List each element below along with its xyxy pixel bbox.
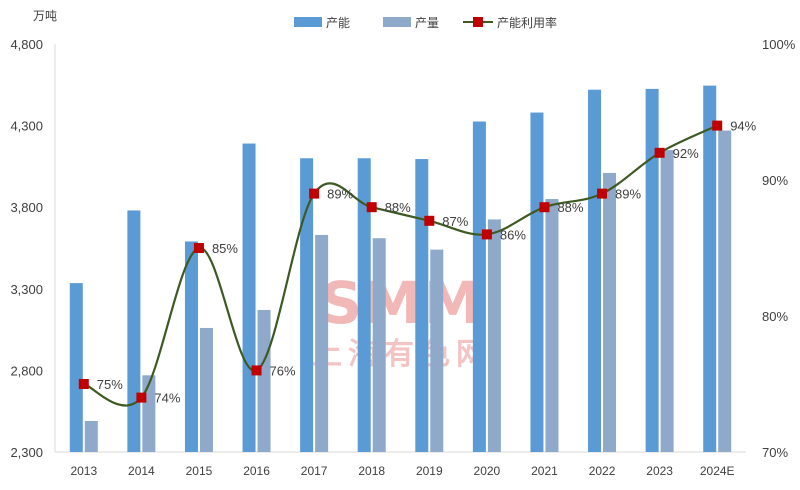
y-left-tick-label: 4,300	[10, 119, 43, 134]
y-left-tick-label: 3,300	[10, 282, 43, 297]
x-tick-label: 2016	[243, 464, 270, 478]
utilization-data-label: 85%	[212, 241, 238, 256]
utilization-data-label: 86%	[500, 227, 526, 242]
utilization-marker	[539, 202, 550, 213]
utilization-line-group: 75% 74% 85% 76% 89% 88% 87% 86% 88% 89% 92% 94%	[78, 119, 757, 407]
bar-capacity	[472, 121, 486, 453]
y-left-tick-label: 4,800	[10, 37, 43, 52]
bar-output	[718, 130, 732, 452]
x-tick-label: 2021	[531, 464, 558, 478]
x-tick-label: 2018	[358, 464, 385, 478]
bar-output	[430, 249, 444, 452]
x-tick-label: 2020	[474, 464, 501, 478]
x-tick-label: 2024E	[700, 464, 735, 478]
utilization-marker	[78, 379, 89, 389]
utilization-data-label: 89%	[615, 187, 641, 202]
utilization-data-label: 94%	[730, 119, 756, 134]
x-tick-label: 2017	[301, 464, 328, 478]
y-left-tick-label: 3,800	[10, 200, 43, 215]
y-right-tick-label: 90%	[762, 173, 788, 188]
utilization-data-label: 74%	[154, 391, 180, 406]
x-ticks: 2013 2014 2015 2016 2017 2018 2019 2020 2021 2022…	[70, 464, 734, 478]
utilization-marker	[654, 147, 665, 158]
utilization-marker	[136, 392, 147, 403]
bar-output	[84, 420, 98, 452]
y-right-ticks: 70% 80% 90% 100%	[762, 37, 796, 460]
bar-output	[603, 172, 617, 453]
x-tick-label: 2023	[646, 464, 673, 478]
bar-capacity	[588, 89, 602, 453]
bar-capacity	[645, 88, 659, 452]
x-tick-label: 2014	[128, 464, 155, 478]
x-tick-label: 2015	[186, 464, 213, 478]
x-tick-label: 2019	[416, 464, 443, 478]
utilization-marker	[597, 188, 608, 199]
x-tick-label: 2022	[589, 464, 616, 478]
watermark-text: 上海有色网	[312, 337, 492, 372]
y-left-tick-label: 2,300	[10, 445, 43, 460]
bar-output	[257, 310, 271, 452]
legend-label-utilization: 产能利用率	[497, 15, 557, 30]
bar-capacity	[530, 112, 544, 452]
utilization-marker	[366, 202, 377, 213]
bar-capacity	[415, 159, 429, 452]
y-right-tick-label: 80%	[762, 309, 788, 324]
utilization-marker	[424, 215, 435, 226]
utilization-marker	[251, 365, 262, 376]
utilization-data-label: 75%	[97, 377, 123, 392]
bar-output	[545, 199, 559, 452]
utilization-marker	[193, 243, 204, 253]
legend-label-output: 产量	[415, 16, 439, 30]
bar-output	[372, 238, 386, 452]
x-tick-label: 2013	[70, 464, 97, 478]
watermark-logo: SMM	[320, 269, 483, 337]
utilization-marker	[309, 188, 320, 199]
bars-group	[69, 85, 732, 453]
y-axis-unit: 万吨	[33, 9, 57, 23]
bar-output	[315, 234, 329, 452]
bar-capacity	[184, 241, 198, 452]
utilization-marker	[712, 120, 723, 131]
y-left-ticks: 2,300 2,800 3,300 3,800 4,300 4,800	[10, 37, 43, 460]
bar-output	[199, 327, 213, 452]
utilization-data-label: 87%	[442, 214, 468, 229]
utilization-data-label: 88%	[557, 200, 583, 215]
legend-swatch-capacity	[294, 17, 322, 27]
utilization-data-label: 88%	[385, 200, 411, 215]
y-left-tick-label: 2,800	[10, 363, 43, 378]
bar-capacity	[357, 158, 371, 453]
y-right-tick-label: 100%	[762, 37, 796, 52]
y-right-tick-label: 70%	[762, 445, 788, 460]
legend: 产能 产量 产能利用率	[294, 15, 557, 30]
bar-capacity	[242, 143, 256, 452]
utilization-data-label: 89%	[327, 187, 353, 202]
bar-output	[487, 219, 501, 452]
utilization-data-label: 92%	[673, 146, 699, 161]
bar-capacity	[69, 283, 83, 452]
bar-capacity	[703, 85, 717, 452]
legend-label-capacity: 产能	[326, 16, 350, 30]
bar-capacity	[300, 158, 314, 453]
utilization-marker	[481, 229, 492, 240]
bar-output	[660, 150, 674, 452]
legend-marker-utilization	[473, 17, 483, 27]
bar-capacity	[127, 210, 141, 452]
legend-swatch-output	[383, 17, 411, 27]
utilization-data-label: 76%	[270, 363, 296, 378]
